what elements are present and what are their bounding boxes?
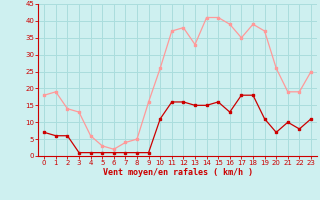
X-axis label: Vent moyen/en rafales ( km/h ): Vent moyen/en rafales ( km/h ): [103, 168, 252, 177]
